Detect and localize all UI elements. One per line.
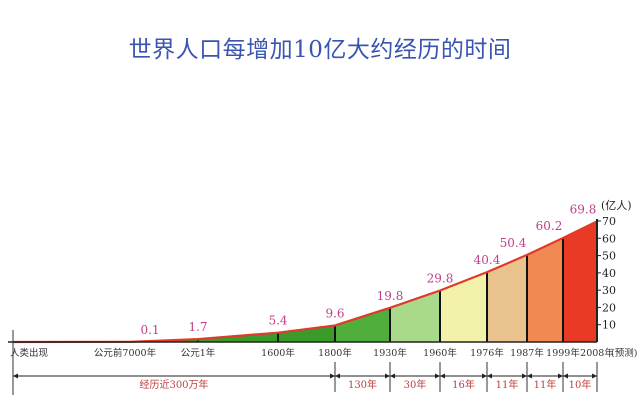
arrow-head-right <box>482 373 487 379</box>
value-label: 29.8 <box>427 271 454 285</box>
population-curve <box>12 220 598 344</box>
y-tick-label: 70 <box>602 215 616 228</box>
y-axis-unit: (亿人) <box>601 199 632 212</box>
chart-title: 世界人口每增加10亿大约经历的时间 <box>128 37 512 63</box>
arrow-head-left <box>440 373 445 379</box>
arrow-head-right <box>522 373 527 379</box>
y-tick-label: 50 <box>602 250 616 263</box>
area-segment <box>527 237 563 342</box>
duration-label: 16年 <box>452 378 475 391</box>
duration-label: 经历近300万年 <box>139 378 208 391</box>
x-tick-label: 人类出现 <box>10 347 49 359</box>
value-label: 40.4 <box>474 253 501 267</box>
x-tick-label: 1800年 <box>318 347 352 359</box>
x-tick-label: 2008年 <box>580 347 614 359</box>
value-label: 69.8 <box>570 202 597 216</box>
arrow-head-right <box>592 373 597 379</box>
duration-label: 10年 <box>569 378 592 391</box>
area-segment <box>440 272 487 342</box>
arrow-head-right <box>330 373 335 379</box>
duration-label: 30年 <box>404 378 427 391</box>
x-tick-label: 公元前7000年 <box>94 347 157 359</box>
area-segment <box>335 307 390 342</box>
y-tick-label: 20 <box>602 301 616 314</box>
area-segment <box>563 221 597 342</box>
y-tick-label: 30 <box>602 284 616 297</box>
duration-label: 130年 <box>348 378 377 391</box>
arrow-head-right <box>435 373 440 379</box>
arrow-head-right <box>558 373 563 379</box>
value-label: 50.4 <box>500 236 527 250</box>
arrow-head-left <box>487 373 492 379</box>
arrow-head-left <box>527 373 532 379</box>
x-tick-label: 1999年 <box>546 347 580 359</box>
arrow-head-left <box>13 373 18 379</box>
arrow-head-left <box>563 373 568 379</box>
x-tick-label: 公元1年 <box>181 347 216 359</box>
y-tick-label: 10 <box>602 319 616 332</box>
value-label: 1.7 <box>188 320 207 334</box>
x-tick-label: 1960年 <box>423 347 457 359</box>
x-tick-label: 1600年 <box>261 347 295 359</box>
x-tick-label: 1930年 <box>373 347 407 359</box>
area-segment <box>487 254 527 342</box>
x-tick-label: 1987年 <box>510 347 544 359</box>
value-label: 60.2 <box>536 219 563 233</box>
y-tick-label: 40 <box>602 267 616 280</box>
area-segment <box>390 290 440 342</box>
value-label: 5.4 <box>268 314 287 328</box>
duration-label: 11年 <box>496 378 519 391</box>
value-label: 0.1 <box>140 323 159 337</box>
y-tick-label: 60 <box>602 232 616 245</box>
arrow-head-right <box>385 373 390 379</box>
arrow-head-left <box>390 373 395 379</box>
value-label: 9.6 <box>325 306 344 320</box>
x-tick-label: 1976年 <box>470 347 504 359</box>
duration-label: 11年 <box>534 378 557 391</box>
area-segment <box>278 325 335 342</box>
value-label: 19.8 <box>377 289 404 303</box>
forecast-note: (预测) <box>611 348 637 359</box>
arrow-head-left <box>335 373 340 379</box>
